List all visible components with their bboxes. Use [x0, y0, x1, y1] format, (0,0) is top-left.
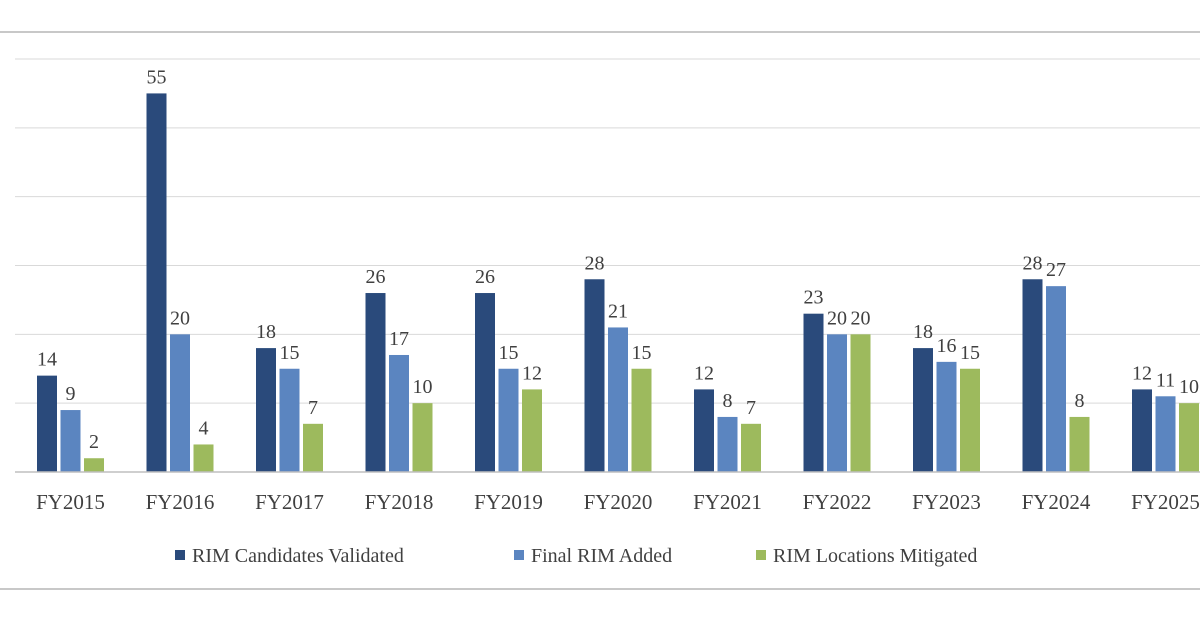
bar	[412, 403, 433, 472]
bar	[303, 423, 323, 472]
data-label: 23	[804, 287, 824, 309]
bar	[146, 93, 167, 473]
bar	[608, 327, 628, 472]
bar	[1022, 279, 1043, 472]
bar	[389, 354, 409, 472]
legend-swatch	[756, 550, 766, 560]
data-label: 20	[170, 307, 190, 329]
bar	[84, 458, 104, 472]
data-label: 10	[413, 376, 433, 398]
data-label: 15	[632, 342, 652, 364]
data-label: 15	[499, 342, 519, 364]
data-label: 21	[608, 300, 628, 322]
data-label: 8	[1075, 390, 1085, 412]
bar	[1069, 416, 1090, 472]
bar	[256, 348, 276, 472]
bar	[631, 368, 652, 472]
data-label: 28	[1023, 252, 1043, 274]
bar	[1046, 286, 1066, 472]
data-label: 26	[475, 266, 495, 288]
data-label: 26	[366, 266, 386, 288]
bar	[827, 334, 847, 472]
bar	[803, 313, 824, 472]
bar	[913, 348, 933, 472]
bar	[522, 389, 542, 472]
bar	[37, 375, 57, 472]
bars	[37, 93, 1199, 473]
bar	[584, 279, 605, 472]
bar	[1179, 403, 1199, 472]
bar	[741, 423, 761, 472]
data-label: 12	[694, 362, 714, 384]
bar	[1155, 396, 1176, 472]
bar	[365, 293, 386, 472]
legend-swatch	[514, 550, 524, 560]
bar	[850, 334, 871, 472]
bar	[279, 368, 300, 472]
legend-label: Final RIM Added	[531, 545, 672, 567]
legend: RIM Candidates Validated Final RIM Added R…	[175, 545, 977, 567]
data-label: 8	[723, 390, 733, 412]
legend-label: RIM Candidates Validated	[192, 545, 404, 567]
data-label: 15	[280, 342, 300, 364]
data-label: 18	[256, 321, 276, 343]
bar	[475, 293, 495, 472]
data-label: 20	[851, 307, 871, 329]
data-label: 7	[746, 397, 756, 419]
data-label: 55	[147, 66, 167, 88]
x-tick-label: FY2020	[584, 490, 653, 514]
x-tick-label: FY2022	[803, 490, 872, 514]
x-tick-label: FY2015	[36, 490, 105, 514]
data-label: 2	[89, 431, 99, 453]
data-label: 4	[199, 417, 209, 439]
data-label: 9	[66, 383, 76, 405]
data-label: 11	[1156, 369, 1175, 391]
legend-swatch	[175, 550, 185, 560]
data-label: 14	[37, 349, 57, 371]
data-label: 18	[913, 321, 933, 343]
x-tick-labels: FY2015 FY2016 FY2017 FY2018 FY2019 FY2020 FY20…	[36, 490, 1200, 514]
gridlines	[15, 58, 1200, 404]
bar	[960, 368, 980, 472]
bar	[498, 368, 519, 472]
bar	[936, 361, 957, 472]
bar	[717, 416, 738, 472]
bar	[193, 444, 214, 472]
data-label: 7	[308, 397, 318, 419]
data-label: 15	[960, 342, 980, 364]
legend-label: RIM Locations Mitigated	[773, 545, 977, 567]
bar	[694, 389, 714, 472]
x-tick-label: FY2017	[255, 490, 324, 514]
data-label: 20	[827, 307, 847, 329]
data-label: 10	[1179, 376, 1199, 398]
x-tick-label: FY2019	[474, 490, 543, 514]
x-tick-label: FY2025	[1131, 490, 1200, 514]
x-tick-label: FY2018	[365, 490, 434, 514]
bar	[170, 334, 190, 472]
data-label: 12	[1132, 362, 1152, 384]
data-label: 16	[937, 335, 957, 357]
bar	[1132, 389, 1152, 472]
bar	[60, 410, 81, 472]
x-tick-label: FY2016	[146, 490, 215, 514]
data-label: 12	[522, 362, 542, 384]
data-label: 28	[585, 252, 605, 274]
x-tick-label: FY2021	[693, 490, 762, 514]
x-tick-label: FY2024	[1022, 490, 1091, 514]
data-label: 27	[1046, 259, 1066, 281]
x-tick-label: FY2023	[912, 490, 981, 514]
data-label: 17	[389, 328, 409, 350]
